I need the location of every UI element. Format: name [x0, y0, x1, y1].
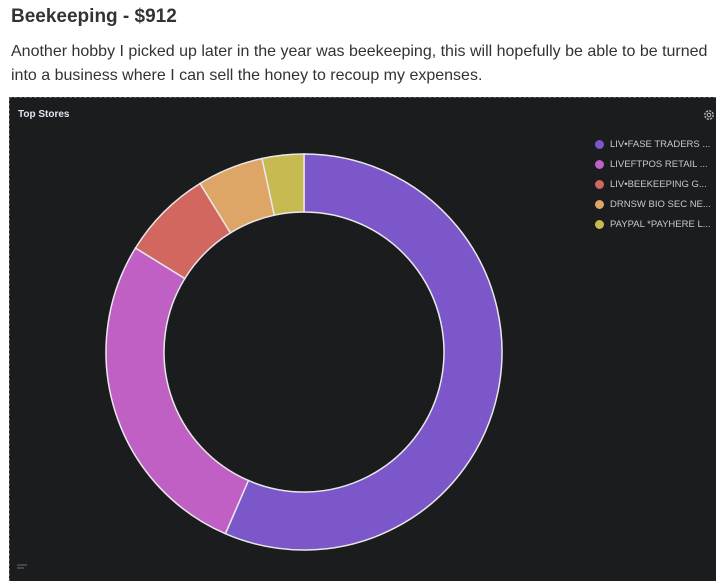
panel-edge [9, 98, 10, 581]
legend-label: LIVEFTPOS RETAIL ... [610, 159, 708, 171]
legend-item[interactable]: LIV•FASE TRADERS ... [595, 135, 716, 155]
legend-item[interactable]: PAYPAL *PAYHERE L... [595, 214, 716, 234]
donut-slice-1[interactable] [224, 153, 503, 551]
gear-icon[interactable] [702, 108, 716, 122]
legend-item[interactable]: LIV•BEEKEEPING G... [595, 175, 716, 195]
donut-slice-2[interactable] [105, 246, 250, 535]
legend-label: PAYPAL *PAYHERE L... [610, 218, 711, 230]
legend-label: LIV•FASE TRADERS ... [610, 139, 711, 151]
chart-legend: LIV•FASE TRADERS ... LIVEFTPOS RETAIL ...… [595, 135, 716, 234]
chart-panel: Top Stores LIV•FASE TRADERS ... LIVEFTPOS… [9, 97, 716, 581]
panel-title: Top Stores [18, 109, 70, 120]
legend-swatch [595, 140, 604, 150]
legend-label: DRNSW BIO SEC NE... [610, 198, 711, 210]
legend-swatch [595, 219, 604, 229]
donut-slice-5[interactable] [261, 153, 305, 217]
list-icon [17, 564, 27, 569]
article-title: Beekeeping - $912 [11, 6, 177, 27]
legend-swatch [595, 179, 604, 189]
legend-swatch [595, 199, 604, 209]
legend-item[interactable]: DRNSW BIO SEC NE... [595, 194, 716, 214]
legend-item[interactable]: LIVEFTPOS RETAIL ... [595, 155, 716, 175]
article-paragraph: Another hobby I picked up later in the y… [11, 43, 708, 84]
legend-swatch [595, 160, 604, 170]
legend-label: LIV•BEEKEEPING G... [610, 178, 707, 190]
donut-chart [105, 153, 503, 551]
